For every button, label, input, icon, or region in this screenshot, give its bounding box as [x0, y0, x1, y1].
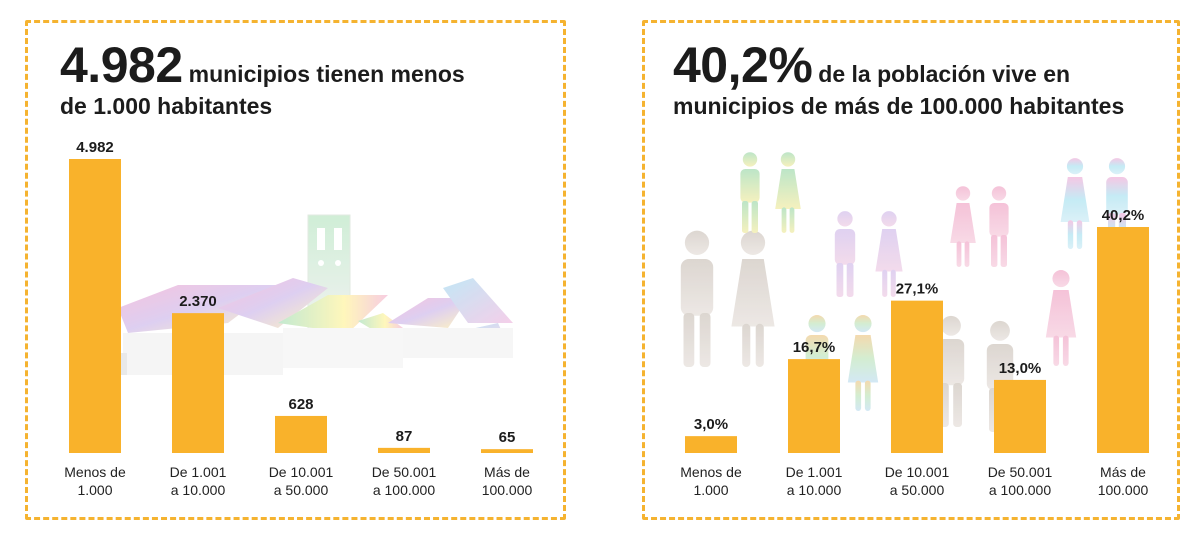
- bar-2: [172, 313, 224, 453]
- bar-value-label: 65: [499, 429, 516, 446]
- bar-value-label: 628: [288, 396, 313, 413]
- category-label-line: De 10.001: [268, 464, 334, 480]
- category-label-line: 100.000: [1097, 482, 1149, 498]
- category-label: De 10.001 a 50.000: [862, 463, 972, 499]
- bar-value-label: 27,1%: [896, 281, 939, 298]
- bar-4: [994, 379, 1046, 453]
- category-label: De 50.001 a 100.000: [349, 463, 459, 499]
- category-label: De 50.001 a 100.000: [965, 463, 1075, 499]
- bar-5: [481, 449, 533, 453]
- left-panel: 4.982 municipios tienen menos de 1.000 ha…: [25, 20, 566, 520]
- category-label-line: Menos de: [64, 464, 126, 480]
- category-label: Menos de 1.000: [40, 463, 150, 499]
- category-label-line: De 1.001: [785, 464, 843, 480]
- bar-5: [1097, 227, 1149, 453]
- bar-value-label: 16,7%: [793, 339, 836, 356]
- bar-4: [378, 447, 430, 453]
- category-label: Menos de 1.000: [656, 463, 766, 499]
- bar-3: [275, 415, 327, 453]
- bar-1: [69, 159, 121, 453]
- category-label-line: 1.000: [693, 482, 729, 498]
- category-label-line: a 10.000: [786, 482, 842, 498]
- left-headline-line1: municipios tienen menos: [188, 61, 465, 87]
- bar-1: [685, 436, 737, 453]
- category-label: Más de 100.000: [1068, 463, 1178, 499]
- bar-value-label: 3,0%: [694, 416, 728, 433]
- category-label-line: Menos de: [680, 464, 742, 480]
- category-label-line: Más de: [1100, 464, 1146, 480]
- right-headline: 40,2% de la población vive en municipios …: [673, 40, 1163, 122]
- bar-2: [788, 359, 840, 453]
- left-headline: 4.982 municipios tienen menos de 1.000 ha…: [60, 40, 549, 122]
- category-label-line: 1.000: [77, 482, 113, 498]
- category-label: De 1.001 a 10.000: [143, 463, 253, 499]
- category-label-line: a 50.000: [273, 482, 329, 498]
- category-label-line: 100.000: [481, 482, 533, 498]
- population-bar-chart: 3,0% 16,7% 27,1% 13,0% 40,2%: [680, 152, 1149, 453]
- bar-value-label: 2.370: [179, 293, 217, 310]
- bar-value-label: 40,2%: [1102, 207, 1145, 224]
- right-headline-line1: de la población vive en: [818, 61, 1071, 87]
- left-headline-line2: de 1.000 habitantes: [60, 93, 273, 119]
- municipalities-bar-chart: 4.982 2.370 628 87 65: [69, 139, 533, 453]
- right-headline-number: 40,2%: [673, 37, 813, 93]
- category-label-line: Más de: [484, 464, 530, 480]
- right-headline-line2: municipios de más de 100.000 habitantes: [673, 93, 1125, 119]
- right-panel: 40,2% de la población vive en municipios …: [642, 20, 1180, 520]
- category-label: De 1.001 a 10.000: [759, 463, 869, 499]
- category-label-line: a 100.000: [372, 482, 436, 498]
- category-label-line: De 10.001: [884, 464, 950, 480]
- category-label-line: a 100.000: [988, 482, 1052, 498]
- category-label-line: De 50.001: [371, 464, 437, 480]
- bar-3: [891, 300, 943, 453]
- category-label: De 10.001 a 50.000: [246, 463, 356, 499]
- category-label-line: De 50.001: [987, 464, 1053, 480]
- category-label-line: a 10.000: [170, 482, 226, 498]
- category-label-line: a 50.000: [889, 482, 945, 498]
- bar-value-label: 87: [396, 428, 413, 445]
- left-headline-number: 4.982: [60, 37, 183, 93]
- bar-value-label: 4.982: [76, 139, 114, 156]
- category-label: Más de 100.000: [452, 463, 562, 499]
- category-label-line: De 1.001: [169, 464, 227, 480]
- bar-value-label: 13,0%: [999, 360, 1042, 377]
